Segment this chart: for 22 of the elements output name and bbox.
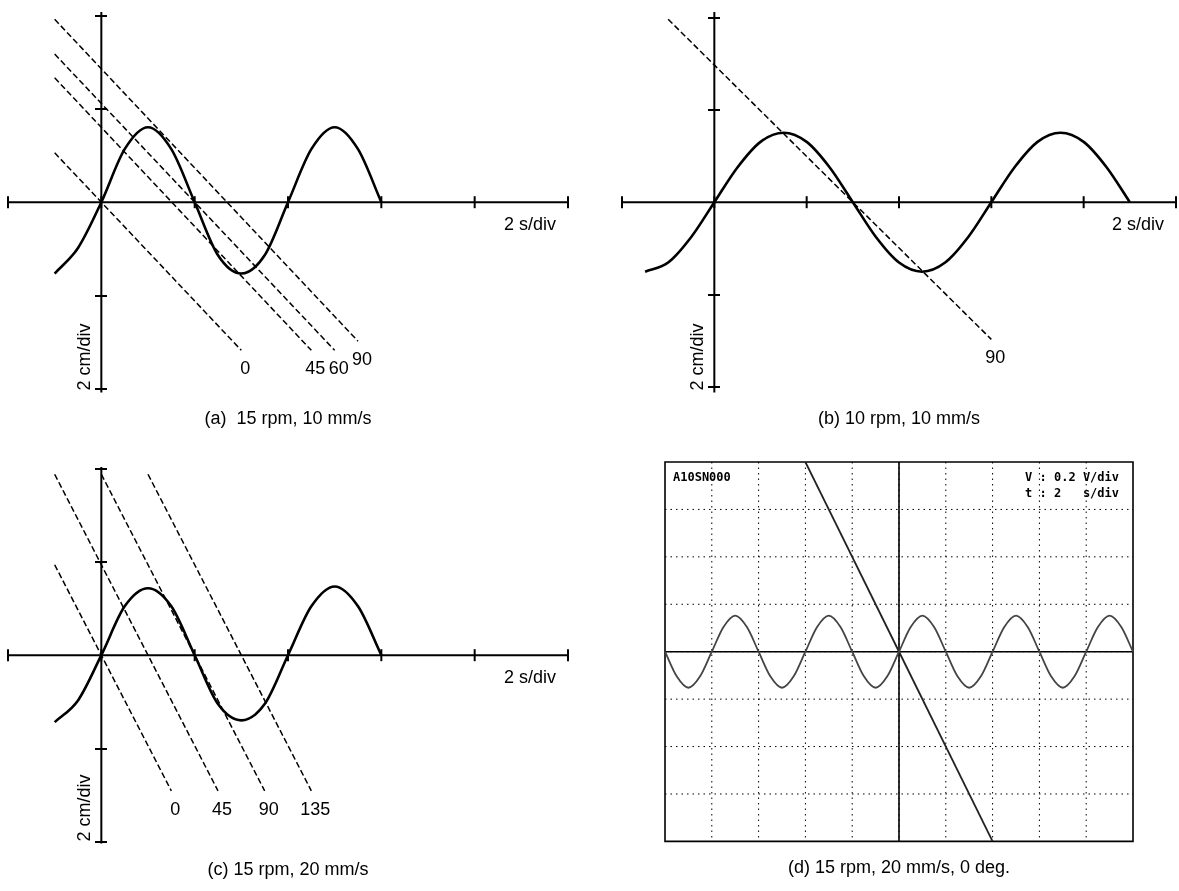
text: (b) 10 rpm, 10 mm/s [817,408,981,429]
series-label: 60 [328,358,349,379]
annotation: V : 0.2 V/div [1025,470,1119,485]
x-axis-title: 2 s/div [503,214,556,235]
text: (c) 15 rpm, 20 mm/s [207,859,369,880]
series-label: 45 [305,358,326,379]
annotation: A10SN000 [673,470,731,485]
series-label: 45 [211,798,233,819]
y-axis-title: 2 cm/div [74,323,95,391]
series-label: 90 [985,347,1006,368]
series-label: 90 [351,349,373,370]
series-label: 0 [170,798,181,819]
series-label: 135 [300,798,331,819]
x-axis-title: 2 s/div [1111,214,1164,235]
annotation: t : 2 s/div [1025,486,1119,501]
series-label: 90 [258,798,279,819]
series-label: 0 [240,358,251,379]
y-axis-title: 2 cm/div [74,774,95,842]
x-axis-title: 2 s/div [503,667,556,688]
text: (d) 15 rpm, 20 mm/s, 0 deg. [787,857,1011,878]
text: (a) 15 rpm, 10 mm/s [204,408,372,429]
y-axis-title: 2 cm/div [687,323,708,391]
